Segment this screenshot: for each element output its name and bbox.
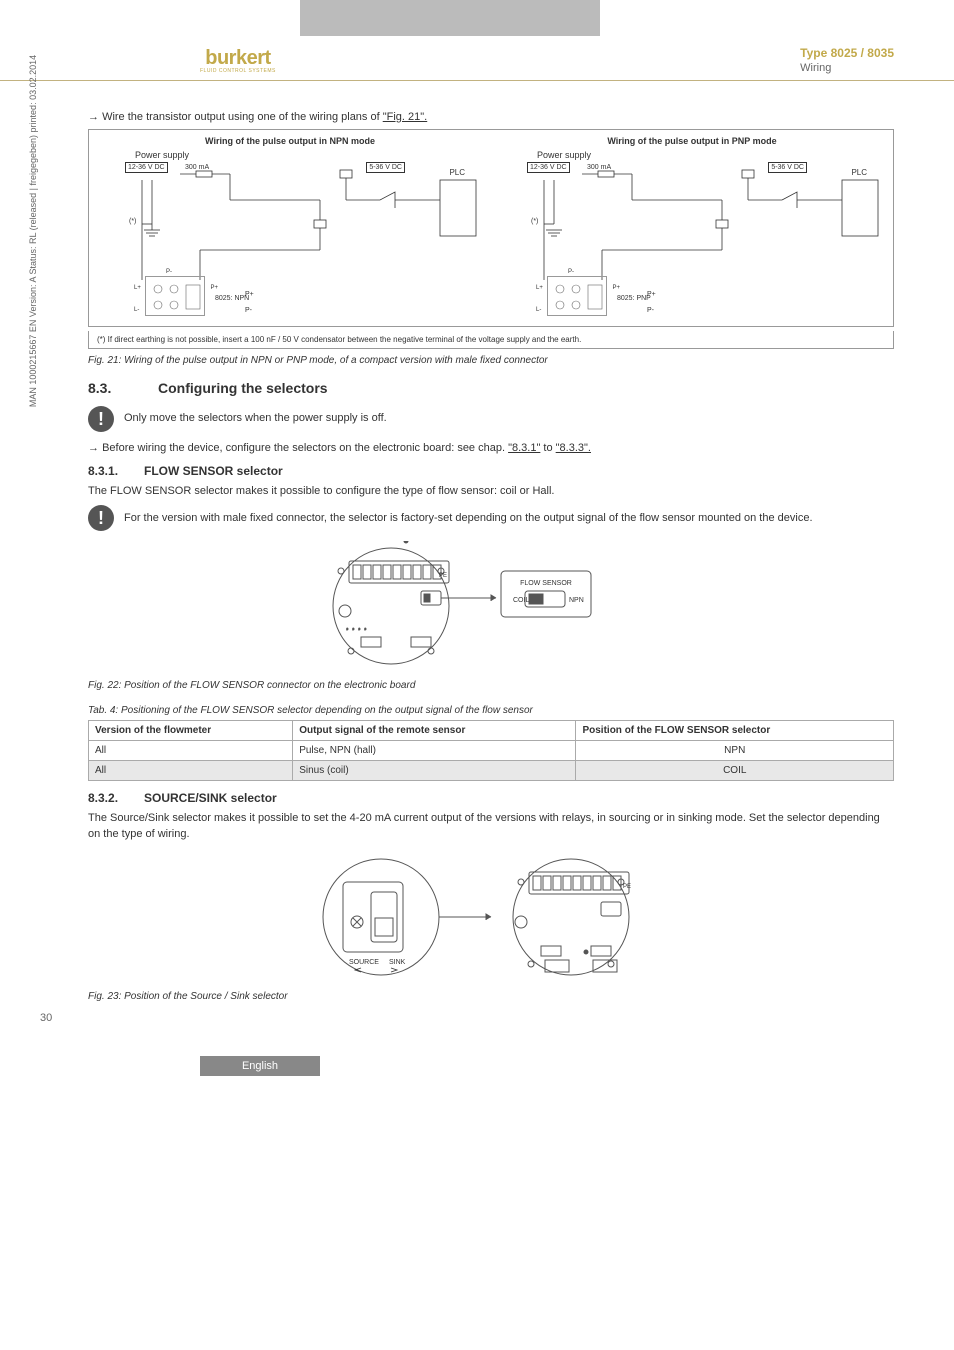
exclaim-icon: ! (88, 406, 114, 432)
tab4-caption: Tab. 4: Positioning of the FLOW SENSOR s… (88, 705, 894, 716)
side-metadata: MAN 1000215667 EN Version: A Status: RL … (28, 0, 38, 531)
logo-subtext: FLUID CONTROL SYSTEMS (200, 68, 276, 74)
section-8-3-num: 8.3. (88, 380, 158, 396)
diagram-npn-area: Power supply 12-36 V DC 300 mA 5-36 V DC… (95, 150, 485, 320)
board-svg-2: SOURCE SINK (291, 852, 691, 982)
fig21-link[interactable]: "Fig. 21". (383, 111, 428, 123)
col-version: Version of the flowmeter (89, 721, 293, 741)
fig21-caption: Fig. 21: Wiring of the pulse output in N… (88, 355, 894, 366)
header-right: Type 8025 / 8035 Wiring (480, 46, 894, 74)
fig22-caption: Fig. 22: Position of the FLOW SENSOR con… (88, 680, 894, 691)
link-833[interactable]: "8.3.3". (556, 442, 591, 454)
exclaim-icon-2: ! (88, 505, 114, 531)
connector-block: L+ L- P+ P- (145, 276, 205, 316)
intro-line: Wire the transistor output using one of … (88, 111, 894, 123)
fig23-board: SOURCE SINK (88, 852, 894, 985)
before-wiring-text: Before wiring the device, configure the … (102, 442, 508, 454)
table-row: All Sinus (coil) COIL (89, 761, 894, 781)
cell: All (89, 741, 293, 761)
diagram-pnp-title: Wiring of the pulse output in PNP mode (497, 136, 887, 146)
notice-factory-set-text: For the version with male fixed connecto… (124, 511, 813, 526)
before-wiring-line: Before wiring the device, configure the … (88, 442, 894, 454)
section-8-3-1-title: FLOW SENSOR selector (144, 464, 283, 478)
pe-text: PE (439, 573, 447, 579)
cell: COIL (576, 761, 894, 781)
sec831-text: The FLOW SENSOR selector makes it possib… (88, 484, 894, 499)
pplus-conn-label: P+ (210, 285, 218, 291)
page-number: 30 (40, 1012, 52, 1024)
board-svg-1: FLOW SENSOR COIL NPN PE (321, 541, 661, 671)
logo: burkert FLUID CONTROL SYSTEMS (200, 47, 276, 74)
pnp-mode-label: 8025: PNP (617, 295, 651, 302)
section-8-3-2-title: SOURCE/SINK selector (144, 791, 277, 805)
cell: All (89, 761, 293, 781)
pplus-arrow: P+ (245, 291, 254, 298)
section-8-3-2-heading: 8.3.2. SOURCE/SINK selector (88, 791, 894, 805)
doc-section: Wiring (800, 62, 894, 74)
cell: Pulse, NPN (hall) (293, 741, 576, 761)
lplus-label-2: L+ (536, 285, 543, 291)
sink-text: SINK (389, 959, 406, 966)
link-831[interactable]: "8.3.1" (508, 442, 540, 454)
section-8-3-1-heading: 8.3.1. FLOW SENSOR selector (88, 464, 894, 478)
pminus-arrow: P- (245, 307, 252, 314)
connector-block-2: L+ L- P+ P- (547, 276, 607, 316)
pplus-arrow-2: P+ (647, 291, 656, 298)
notice-power-off: ! Only move the selectors when the power… (88, 406, 894, 432)
footer-language: English (200, 1056, 320, 1076)
intro-text: Wire the transistor output using one of … (102, 111, 383, 123)
pminus-conn-label: P- (166, 269, 172, 275)
notice-power-off-text: Only move the selectors when the power s… (124, 411, 387, 426)
link-mid: to (540, 442, 555, 454)
lminus-label-2: L- (536, 307, 541, 313)
cell: NPN (576, 741, 894, 761)
section-8-3-2-num: 8.3.2. (88, 791, 144, 805)
diagram-pnp-area: Power supply 12-36 V DC 300 mA 5-36 V DC… (497, 150, 887, 320)
tab-grey (300, 0, 600, 36)
logo-text: burkert (205, 47, 270, 70)
diagram-pnp: Wiring of the pulse output in PNP mode P… (491, 130, 893, 326)
section-8-3-1-num: 8.3.1. (88, 464, 144, 478)
coil-text: COIL (513, 597, 529, 604)
cell: Sinus (coil) (293, 761, 576, 781)
col-output: Output signal of the remote sensor (293, 721, 576, 741)
wiring-diagram-block: Wiring of the pulse output in NPN mode P… (88, 129, 894, 327)
flow-sensor-text: FLOW SENSOR (520, 580, 572, 587)
notice-factory-set: ! For the version with male fixed connec… (88, 505, 894, 531)
npn-text: NPN (569, 597, 584, 604)
fig23-caption: Fig. 23: Position of the Source / Sink s… (88, 991, 894, 1002)
page-header: burkert FLUID CONTROL SYSTEMS Type 8025 … (0, 36, 954, 81)
diagram-footnote: (*) If direct earthing is not possible, … (88, 331, 894, 349)
table-row: All Pulse, NPN (hall) NPN (89, 741, 894, 761)
tab-spacer (0, 0, 300, 36)
section-8-3-heading: 8.3. Configuring the selectors (88, 380, 894, 396)
pe-text-2: PE (623, 884, 631, 890)
lplus-label: L+ (134, 285, 141, 291)
pplus-conn-label-2: P+ (612, 285, 620, 291)
source-text: SOURCE (349, 959, 379, 966)
fig22-board: FLOW SENSOR COIL NPN PE (88, 541, 894, 674)
top-tab-bar (0, 0, 954, 36)
pminus-conn-label-2: P- (568, 269, 574, 275)
lminus-label: L- (134, 307, 139, 313)
col-position: Position of the FLOW SENSOR selector (576, 721, 894, 741)
flow-sensor-table: Version of the flowmeter Output signal o… (88, 720, 894, 781)
pminus-arrow-2: P- (647, 307, 654, 314)
section-8-3-title: Configuring the selectors (158, 380, 328, 396)
diagram-npn-title: Wiring of the pulse output in NPN mode (95, 136, 485, 146)
diagram-npn: Wiring of the pulse output in NPN mode P… (89, 130, 491, 326)
sec832-text: The Source/Sink selector makes it possib… (88, 811, 894, 842)
doc-type: Type 8025 / 8035 (800, 46, 894, 60)
content: MAN 1000215667 EN Version: A Status: RL … (0, 81, 954, 1036)
